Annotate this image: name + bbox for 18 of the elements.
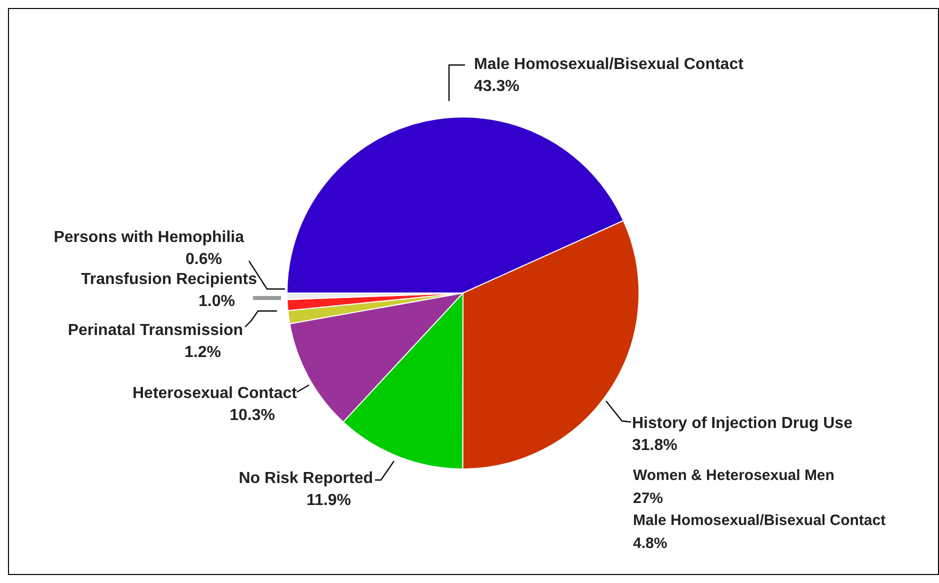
text: Male Homosexual/Bisexual Contact [633, 511, 886, 531]
data-label: 1.0% [198, 293, 235, 310]
slice-label: No Risk Reported [238, 470, 373, 487]
data-label: 0.6% [186, 251, 222, 268]
slice-label: Perinatal Transmission [68, 322, 243, 339]
text: 4.8% [633, 534, 668, 554]
slice-label: Male Homosexual/Bisexual Contact [474, 56, 744, 73]
data-label: 43.3% [474, 78, 520, 95]
text: 27% [633, 488, 664, 508]
slice-label: Persons with Hemophilia [54, 229, 244, 246]
data-label: 1.2% [184, 344, 221, 361]
text: Women & Heterosexual Men [633, 466, 836, 486]
data-label: 10.3% [230, 407, 275, 424]
data-label: 11.9% [306, 492, 351, 509]
data-label: 31.8% [632, 437, 678, 454]
slice-label: Transfusion Recipients [80, 271, 258, 288]
slice-label: History of Injection Drug Use [632, 415, 853, 432]
slice-label: Heterosexual Contact [132, 385, 298, 402]
